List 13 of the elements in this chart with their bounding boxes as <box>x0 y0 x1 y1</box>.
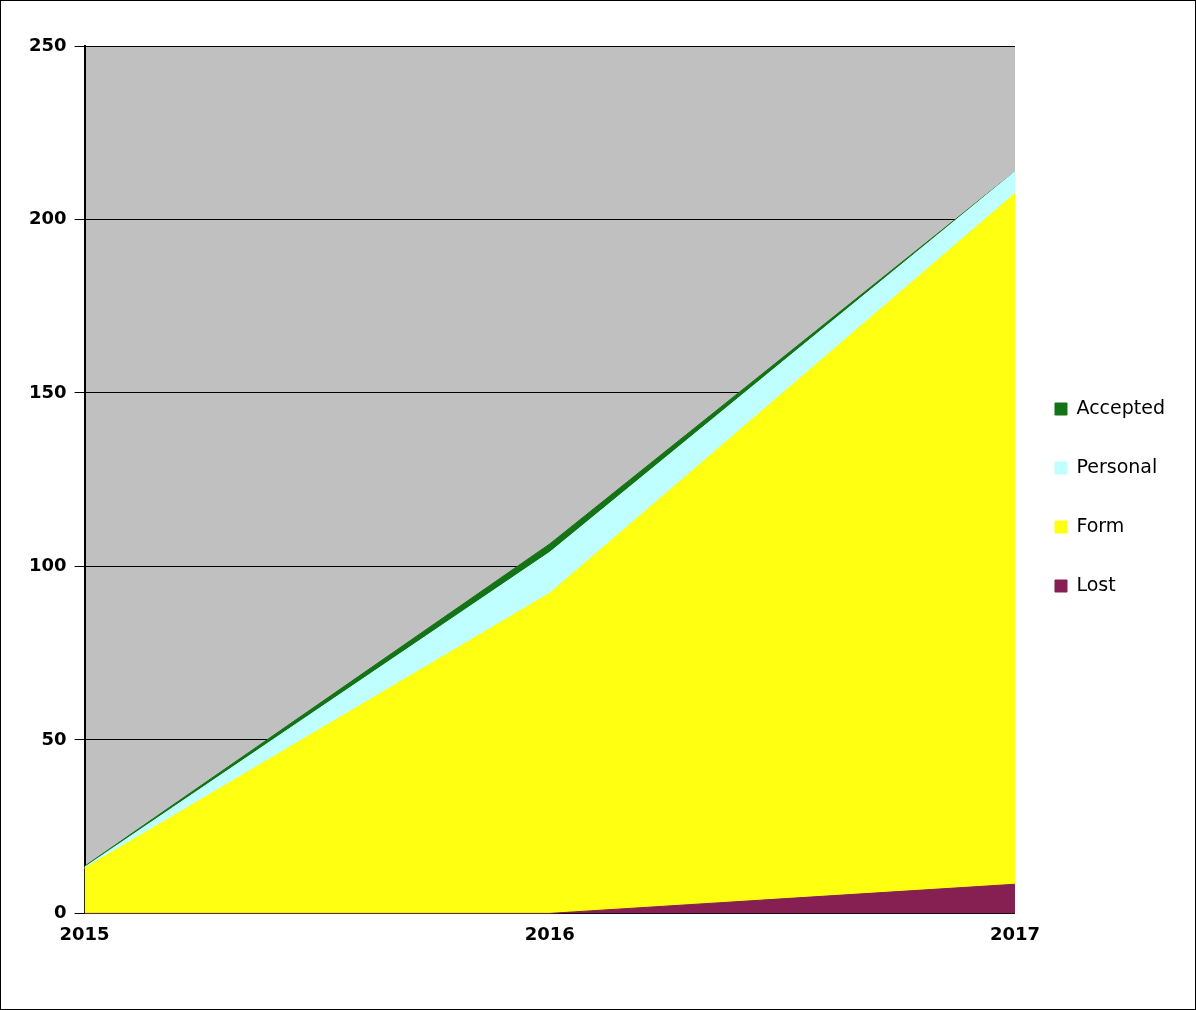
x-tick-label: 2016 <box>524 922 575 944</box>
x-tick-label: 2015 <box>59 922 110 944</box>
legend-label: Lost <box>1076 572 1116 595</box>
y-tick-label: 0 <box>54 901 67 923</box>
y-tick-label: 50 <box>41 727 67 749</box>
y-tick-label: 150 <box>29 380 67 402</box>
legend-label: Form <box>1076 513 1125 536</box>
x-tick-label: 2017 <box>989 922 1041 944</box>
legend-label: Personal <box>1076 454 1158 477</box>
y-tick-label: 200 <box>29 207 67 229</box>
y-tick-label: 250 <box>29 33 67 55</box>
y-tick-label: 100 <box>29 554 67 576</box>
legend-label: Accepted <box>1076 395 1166 418</box>
